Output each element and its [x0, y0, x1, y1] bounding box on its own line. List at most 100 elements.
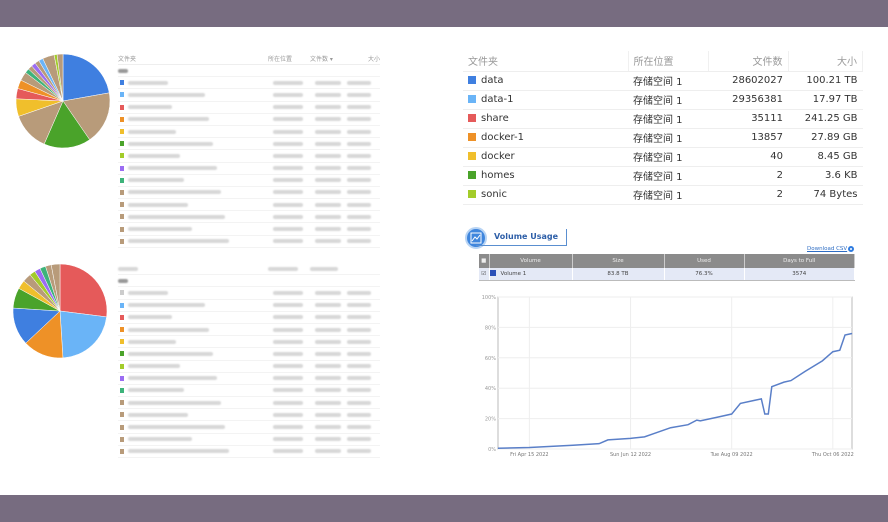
pie-slice[interactable] — [62, 53, 110, 102]
col-days: Days to Full — [744, 254, 855, 268]
list-item[interactable] — [118, 175, 380, 187]
data-point — [630, 438, 631, 439]
list-item[interactable] — [118, 409, 380, 422]
list-item[interactable] — [118, 312, 380, 324]
folder-files: 13857 — [708, 128, 788, 148]
pie-slice[interactable] — [59, 310, 107, 359]
table-row[interactable]: homes 存储空间 1 2 3.6 KB — [463, 166, 863, 186]
list-item[interactable] — [118, 336, 380, 349]
data-point — [851, 333, 853, 334]
col-size[interactable]: 大小 — [367, 55, 380, 63]
table-row[interactable]: data-1 存储空间 1 29356381 17.97 TB — [463, 90, 863, 110]
list-item[interactable] — [118, 421, 380, 434]
table-row[interactable]: docker 存储空间 1 40 8.45 GB — [463, 147, 863, 167]
top-band — [0, 0, 888, 27]
list-item[interactable] — [118, 373, 380, 385]
pie-slice[interactable] — [43, 100, 90, 149]
data-point — [804, 371, 806, 372]
pie-slice[interactable] — [59, 263, 108, 318]
list-item[interactable] — [118, 348, 380, 361]
col-location[interactable]: 所在位置 — [268, 55, 293, 63]
list-item[interactable] — [118, 397, 380, 410]
folder-color-swatch — [120, 104, 124, 110]
list-item[interactable] — [118, 77, 380, 90]
blurred-folder-table-top: 文件夹 所在位置 文件数 ▾ 大小 — [118, 52, 380, 248]
plot-area — [497, 296, 853, 450]
col-folder[interactable]: 文件夹 — [463, 51, 629, 72]
data-point — [644, 436, 645, 438]
data-point — [731, 413, 732, 415]
table-row[interactable]: sonic 存储空间 1 2 74 Bytes — [463, 185, 863, 205]
list-item[interactable] — [118, 287, 380, 300]
col-location[interactable]: 所在位置 — [628, 51, 709, 72]
table-row[interactable]: data 存储空间 1 28602027 100.21 TB — [463, 71, 863, 91]
table-row[interactable]: ☑ Volume 1 83.8 TB 76.3% 3574 — [479, 268, 855, 281]
x-tick-label: Tue Aug 09 2022 — [710, 452, 753, 458]
folder-color-swatch — [120, 375, 124, 381]
folder-name: share — [481, 113, 509, 124]
list-item[interactable] — [118, 89, 380, 102]
select-all-checkbox[interactable]: ■ — [479, 254, 490, 268]
folder-color-swatch — [120, 153, 124, 159]
data-point — [652, 433, 654, 435]
x-tick-label: Fri Apr 15 2022 — [510, 452, 548, 458]
col-files[interactable]: 文件数 — [708, 51, 789, 72]
folder-files: 40 — [708, 147, 788, 167]
table-row[interactable]: docker-1 存储空间 1 13857 27.89 GB — [463, 128, 863, 148]
list-item[interactable] — [118, 199, 380, 212]
col-size[interactable]: 大小 — [788, 51, 863, 72]
volume-usage-chart: 0% 20% 40% 60% 80% 100% Fri Apr 15 2022 Sun Jun… — [482, 295, 854, 458]
back-row[interactable] — [118, 65, 380, 78]
list-item[interactable] — [118, 223, 380, 236]
download-icon[interactable] — [848, 246, 854, 252]
folder-files: 35111 — [708, 109, 788, 129]
list-item[interactable] — [118, 211, 380, 224]
folder-color-swatch — [120, 141, 124, 147]
list-item[interactable] — [118, 434, 380, 446]
list-item[interactable] — [118, 138, 380, 151]
folder-files: 29356381 — [708, 90, 788, 110]
list-item[interactable] — [118, 163, 380, 175]
folder-color-swatch — [120, 363, 124, 369]
data-point — [699, 420, 701, 422]
data-point — [607, 439, 609, 441]
list-item[interactable] — [118, 114, 380, 126]
data-point — [687, 424, 689, 425]
list-item[interactable] — [118, 187, 380, 200]
list-item[interactable] — [118, 300, 380, 312]
col-used: Used — [664, 254, 745, 268]
folder-location: 存储空间 1 — [628, 147, 708, 167]
folder-location: 存储空间 1 — [628, 71, 708, 91]
folder-location: 存储空间 1 — [628, 166, 708, 186]
folder-location: 存储空间 1 — [628, 109, 708, 129]
list-item[interactable] — [118, 361, 380, 373]
list-item[interactable] — [118, 150, 380, 163]
pie-slice[interactable] — [50, 263, 61, 312]
col-folder[interactable]: 文件夹 — [118, 55, 137, 63]
row-checkbox[interactable]: ☑ — [479, 268, 490, 281]
list-item[interactable] — [118, 126, 380, 139]
folder-color-swatch — [468, 114, 476, 122]
folder-color-swatch — [120, 238, 124, 244]
list-item[interactable] — [118, 385, 380, 398]
back-row[interactable] — [118, 275, 380, 288]
folder-color-swatch — [120, 165, 124, 171]
folder-color-swatch — [120, 412, 124, 418]
col-files[interactable]: 文件数 ▾ — [310, 55, 333, 63]
table-header: 文件夹 所在位置 文件数 ▾ 大小 — [118, 52, 380, 65]
table-row[interactable]: share 存储空间 1 35111 241.25 GB — [463, 109, 863, 129]
data-point — [497, 447, 499, 449]
volume-name: Volume 1 — [500, 271, 527, 278]
download-csv-link[interactable]: Download CSV — [807, 246, 848, 252]
list-item[interactable] — [118, 102, 380, 114]
data-point — [839, 349, 841, 351]
list-item[interactable] — [118, 236, 380, 248]
folder-table: 文件夹 所在位置 文件数 大小 data 存储空间 1 28602027 100.21… — [463, 51, 863, 205]
folder-name: homes — [481, 170, 515, 181]
list-item[interactable] — [118, 446, 380, 458]
list-item[interactable] — [118, 324, 380, 337]
data-point — [767, 413, 769, 415]
pie-slice[interactable] — [56, 53, 64, 102]
pie-slice[interactable] — [62, 92, 111, 141]
folder-name: data — [481, 75, 504, 86]
